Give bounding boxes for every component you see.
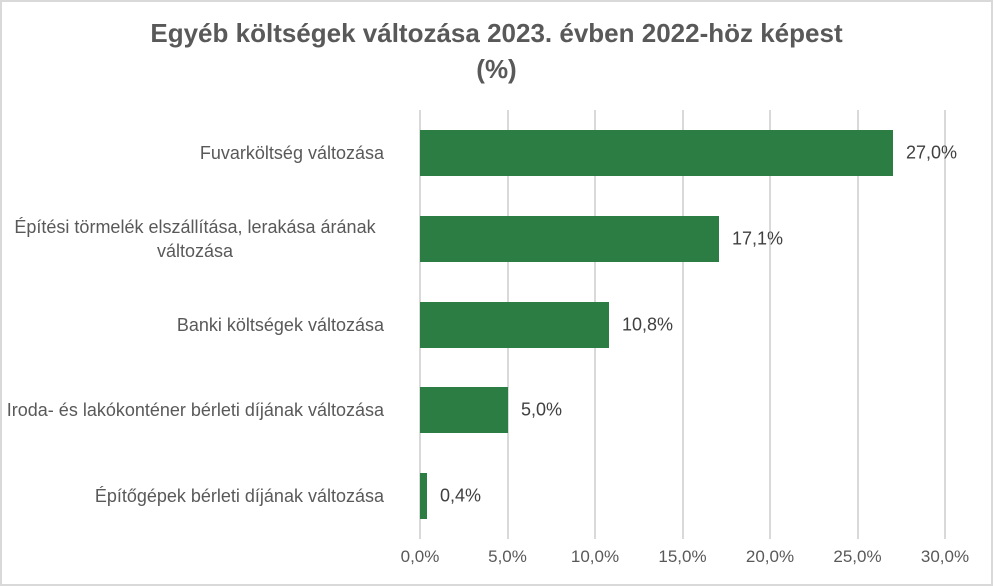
category-label-wrap: Banki költségek változása: [2, 282, 384, 368]
chart-title-line2: (%): [476, 54, 517, 85]
category-label: Banki költségek változása: [176, 314, 384, 335]
x-tick-label: 0,0%: [400, 547, 440, 566]
category-label: Építési törmelék elszállítása, lerakása …: [14, 216, 376, 261]
data-label: 27,0%: [906, 142, 958, 163]
category-label: Építőgépek bérleti díjának változása: [94, 485, 384, 506]
category-label-wrap: Fuvarköltség változása: [2, 110, 384, 196]
chart-title-line1: Egyéb költségek változása 2023. évben 20…: [150, 18, 843, 48]
category-label-wrap: Iroda- és lakókonténer bérleti díjának v…: [2, 367, 384, 453]
bar: [420, 387, 508, 433]
x-tick-label: 5,0%: [488, 547, 527, 566]
category-label: Iroda- és lakókonténer bérleti díjának v…: [6, 399, 384, 420]
gridline-x-20: [769, 110, 771, 539]
x-tick-label: 30,0%: [920, 547, 970, 566]
x-tick-label: 20,0%: [745, 547, 795, 566]
data-label: 5,0%: [521, 399, 563, 420]
bar: [420, 302, 609, 348]
chart-title: Egyéb költségek változása 2023. évben 20…: [2, 15, 991, 88]
bar: [420, 130, 893, 176]
category-label-wrap: Építési törmelék elszállítása, lerakása …: [2, 196, 384, 282]
bar: [420, 216, 719, 262]
gridline-x-30: [944, 110, 946, 539]
x-tick-label: 25,0%: [833, 547, 882, 566]
x-tick-label: 10,0%: [570, 547, 620, 566]
gridline-x-15: [681, 110, 684, 539]
data-label: 17,1%: [732, 228, 784, 249]
gridline-x-25: [856, 110, 859, 539]
bar: [420, 473, 427, 519]
category-label: Fuvarköltség változása: [199, 142, 384, 163]
category-label-wrap: Építőgépek bérleti díjának változása: [2, 453, 384, 539]
x-tick-label: 15,0%: [658, 547, 707, 566]
data-label: 0,4%: [440, 485, 482, 506]
data-label: 10,8%: [622, 314, 674, 335]
